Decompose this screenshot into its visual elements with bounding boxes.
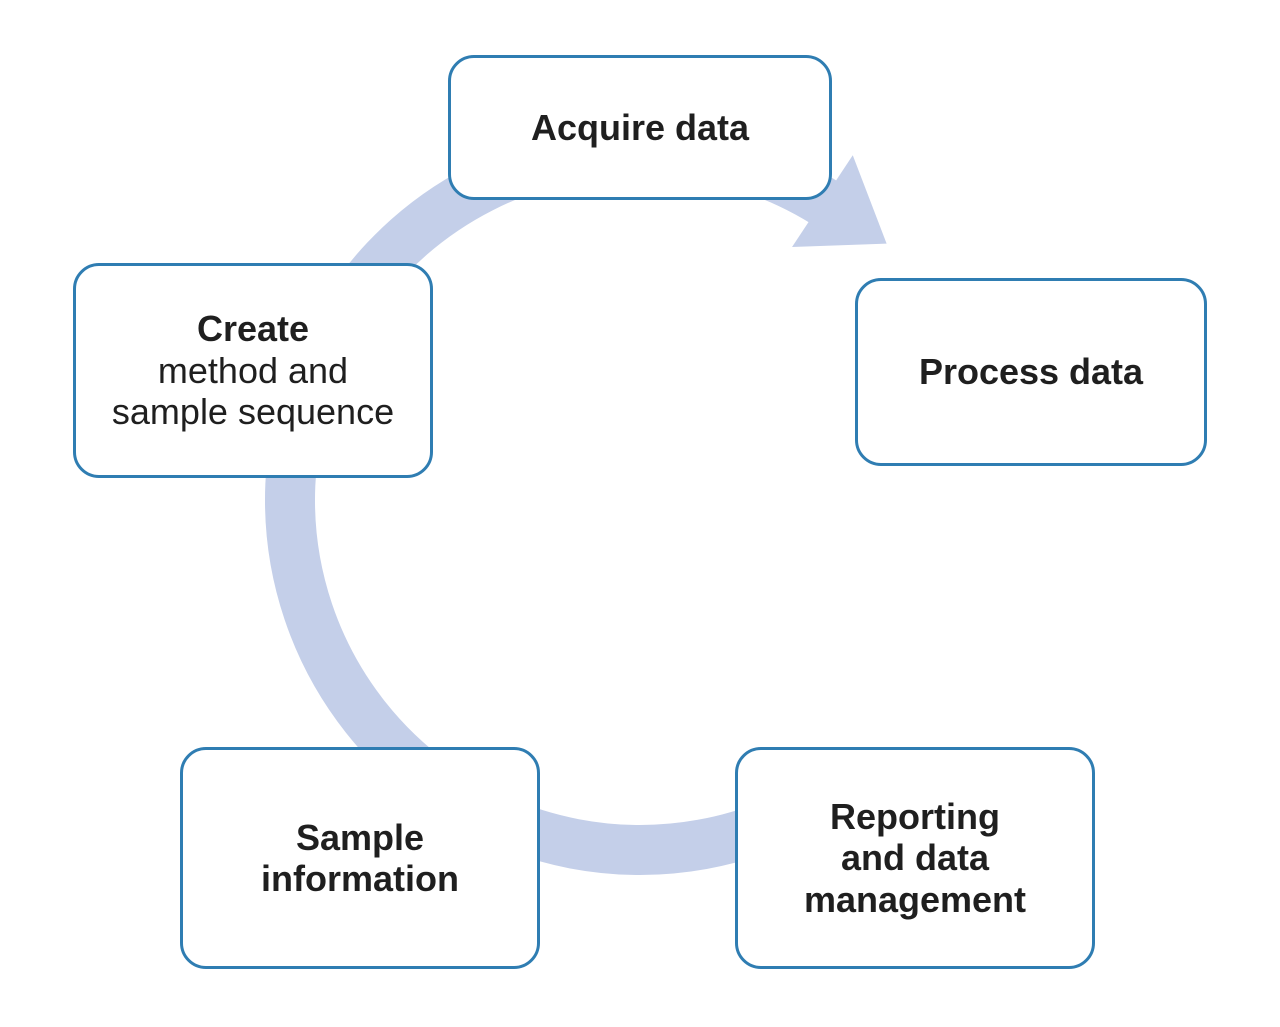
node-reporting-line-0: Reporting — [748, 796, 1082, 837]
node-sample-label: Sampleinformation — [183, 811, 537, 906]
node-sample-line-1: information — [193, 858, 527, 899]
node-sample-line-0: Sample — [193, 817, 527, 858]
node-create-line-0: Create — [86, 308, 420, 349]
node-reporting-label: Reportingand datamanagement — [738, 790, 1092, 926]
node-acquire: Acquire data — [448, 55, 832, 200]
node-reporting-line-2: management — [748, 879, 1082, 920]
node-create: Createmethod andsample sequence — [73, 263, 433, 478]
node-process-line-0: Process data — [868, 351, 1194, 392]
node-create-line-2: sample sequence — [86, 391, 420, 432]
diagram-stage: Acquire data Createmethod andsample seque… — [0, 0, 1280, 1027]
node-acquire-label: Acquire data — [451, 101, 829, 154]
node-process-label: Process data — [858, 345, 1204, 398]
node-sample: Sampleinformation — [180, 747, 540, 969]
node-create-line-1: method and — [86, 350, 420, 391]
node-process: Process data — [855, 278, 1207, 466]
node-acquire-line-0: Acquire data — [461, 107, 819, 148]
node-reporting: Reportingand datamanagement — [735, 747, 1095, 969]
node-reporting-line-1: and data — [748, 837, 1082, 878]
node-create-label: Createmethod andsample sequence — [76, 302, 430, 438]
